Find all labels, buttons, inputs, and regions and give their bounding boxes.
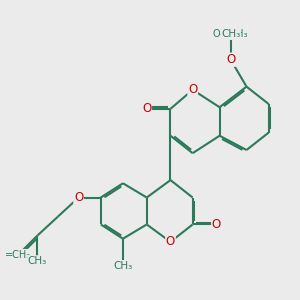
Text: O: O — [212, 218, 221, 231]
Text: CH₃: CH₃ — [113, 261, 133, 271]
Text: O: O — [166, 236, 175, 248]
Text: O: O — [226, 53, 235, 66]
Text: O—CH₃: O—CH₃ — [213, 29, 248, 39]
Text: CH₃: CH₃ — [221, 29, 240, 39]
Text: O: O — [188, 83, 197, 96]
Text: O: O — [74, 191, 83, 204]
Text: =CH₂: =CH₂ — [5, 250, 31, 260]
Text: CH₃: CH₃ — [28, 256, 47, 266]
Text: O: O — [142, 102, 151, 115]
